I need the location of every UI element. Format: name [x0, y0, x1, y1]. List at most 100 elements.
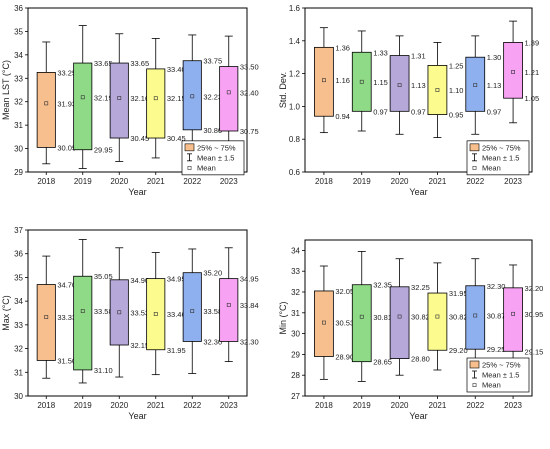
- y-tick-label: 32: [14, 98, 23, 107]
- x-tick-label: 2019: [353, 401, 371, 410]
- y-tick-label: 31: [14, 368, 23, 377]
- q3-label: 34.70: [57, 281, 76, 290]
- box-body: [219, 278, 239, 342]
- q1-label: 28.90: [335, 352, 354, 361]
- q3-label: 35.20: [203, 269, 222, 278]
- mean-label: 1.10: [449, 86, 464, 95]
- y-tick-label: 0.6: [289, 168, 301, 177]
- y-tick-label: 29: [14, 168, 23, 177]
- y-axis-label: Std. Dev.: [278, 72, 288, 108]
- q3-label: 32.05: [335, 287, 354, 296]
- box-2022: 33.75 30.80 32.23: [182, 34, 222, 159]
- y-tick-label: 30: [291, 330, 300, 339]
- box-body: [219, 66, 239, 132]
- legend-item-label: Mean ± 1.5: [197, 153, 234, 162]
- q1-label: 29.15: [525, 347, 544, 356]
- x-tick-label: 2020: [391, 177, 409, 186]
- box-body: [36, 284, 56, 361]
- y-tick-label: 29: [291, 350, 300, 359]
- mean-marker: [511, 311, 515, 316]
- q1-label: 32.30: [240, 337, 259, 346]
- mean-marker: [226, 303, 231, 307]
- legend-item-label: 25% ~ 75%: [482, 143, 521, 152]
- mean-marker: [435, 88, 440, 92]
- plot-frame: [27, 229, 248, 397]
- legend-box-swatch: [469, 360, 480, 369]
- y-tick-label: 31: [14, 121, 23, 130]
- mean-label: 30.95: [525, 310, 544, 319]
- x-tick-label: 2019: [74, 177, 92, 186]
- x-tick-label: 2023: [504, 177, 522, 186]
- y-tick-label: 35: [14, 273, 23, 282]
- chart-panel-3: 30 31 32 33 34 35 36 37 Max (°C) Year 34.70 31.50 33…: [1, 226, 259, 421]
- box-2019: 35.05 31.10 33.58: [73, 239, 113, 384]
- y-tick-label: 27: [291, 392, 300, 401]
- y-tick-label: 37: [14, 226, 23, 235]
- mean-label: 33.53: [130, 308, 149, 317]
- mean-label: 31.93: [57, 99, 76, 108]
- y-tick-label: 36: [14, 4, 23, 13]
- box-2019: 32.35 28.65 30.81: [351, 251, 392, 382]
- q1-label: 32.15: [130, 341, 149, 350]
- mean-label: 32.19: [94, 93, 113, 102]
- q3-label: 32.30: [487, 282, 506, 291]
- box-2023: 34.95 32.30 33.84: [219, 247, 259, 363]
- mean-marker: [117, 310, 122, 315]
- y-axis-label: Max (°C): [1, 295, 11, 331]
- legend-item-label: Mean ± 1.5: [482, 371, 519, 380]
- box-2021: 34.95 31.95 33.46: [146, 252, 186, 376]
- q1-label: 0.97: [487, 107, 502, 116]
- mean-marker: [44, 101, 49, 106]
- y-tick-label: 1.4: [289, 37, 301, 46]
- q1-label: 31.50: [57, 356, 76, 365]
- legend-item-label: Mean: [197, 163, 216, 172]
- box-2018: 34.70 31.50 33.33: [36, 255, 76, 379]
- legend-mean-swatch: [472, 166, 477, 170]
- y-axis-label: Min (°C): [278, 301, 288, 334]
- legend-item-label: Mean: [482, 163, 501, 172]
- q1-label: 30.75: [240, 127, 259, 136]
- mean-label: 32.23: [203, 92, 222, 101]
- box-body: [314, 290, 334, 357]
- mean-label: 30.82: [449, 313, 468, 322]
- box-2020: 34.90 32.15 33.53: [109, 247, 149, 378]
- box-2018: 32.05 28.90 30.53: [314, 265, 354, 380]
- q3-label: 1.33: [373, 48, 388, 57]
- y-tick-label: 30: [14, 392, 23, 401]
- legend-box-swatch: [469, 143, 480, 152]
- box-body: [503, 287, 523, 352]
- legend-item-label: Mean ± 1.5: [482, 153, 519, 162]
- y-tick-label: 0.8: [289, 135, 301, 144]
- q1-label: 31.10: [94, 366, 113, 375]
- box-body: [36, 72, 56, 148]
- q1-label: 28.80: [411, 355, 430, 364]
- q1-label: 29.20: [449, 346, 468, 355]
- box-body: [351, 284, 372, 363]
- mean-marker: [153, 96, 158, 101]
- x-axis-label: Year: [128, 411, 146, 421]
- x-tick-label: 2018: [37, 401, 55, 410]
- mean-label: 33.58: [94, 307, 113, 316]
- box-2023: 33.50 30.75 32.40: [219, 35, 259, 148]
- box-2022: 32.30 29.25 30.87: [465, 258, 506, 373]
- q1-label: 30.45: [130, 134, 149, 143]
- mean-marker: [44, 315, 49, 319]
- mean-marker: [80, 95, 85, 100]
- mean-marker: [117, 96, 122, 100]
- y-tick-label: 36: [14, 250, 23, 259]
- mean-label: 30.53: [335, 319, 354, 328]
- q3-label: 34.90: [130, 276, 149, 285]
- q1-label: 29.25: [487, 345, 506, 354]
- y-tick-label: 1.6: [289, 4, 301, 13]
- mean-label: 32.15: [167, 94, 186, 103]
- mean-label: 32.16: [130, 94, 149, 103]
- y-tick-label: 32: [14, 345, 23, 354]
- mean-label: 30.87: [487, 312, 506, 321]
- x-tick-label: 2021: [429, 177, 447, 186]
- box-body: [351, 51, 372, 112]
- mean-marker: [190, 309, 195, 314]
- q3-label: 1.31: [411, 52, 426, 61]
- box-body: [146, 278, 166, 351]
